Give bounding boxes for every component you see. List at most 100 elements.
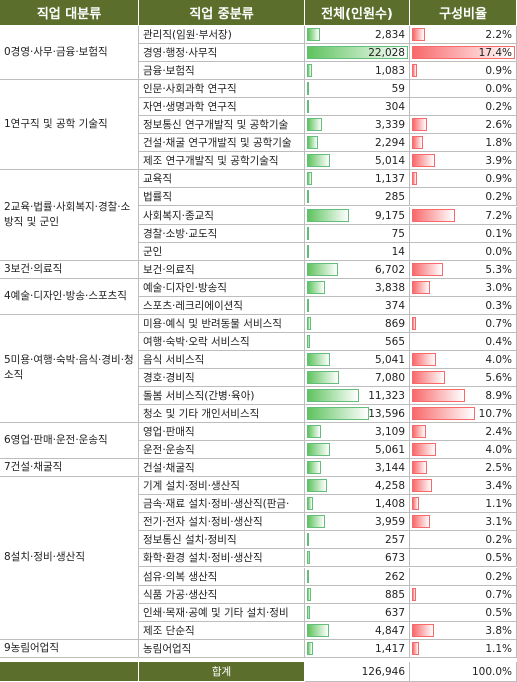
ratio-cell[interactable]: 3.8% bbox=[410, 621, 517, 640]
ratio-cell[interactable]: 0.5% bbox=[410, 549, 517, 568]
count-cell[interactable]: 13,596 bbox=[305, 405, 410, 424]
middle-category-cell[interactable]: 자연·생명과학 연구직 bbox=[139, 98, 305, 117]
count-cell[interactable]: 3,838 bbox=[305, 278, 410, 297]
ratio-cell[interactable]: 10.7% bbox=[410, 405, 517, 424]
major-category-cell[interactable]: 3보건·의료직 bbox=[0, 260, 139, 279]
major-category-cell[interactable]: 6영업·판매·운전·운송직 bbox=[0, 423, 139, 460]
major-category-cell[interactable]: 1연구직 및 공학 기술직 bbox=[0, 80, 139, 171]
count-cell[interactable]: 1,408 bbox=[305, 495, 410, 514]
count-cell[interactable]: 75 bbox=[305, 224, 410, 243]
ratio-cell[interactable]: 4.0% bbox=[410, 350, 517, 369]
middle-category-cell[interactable]: 운전·운송직 bbox=[139, 441, 305, 460]
middle-category-cell[interactable]: 미용·예식 및 반려동물 서비스직 bbox=[139, 314, 305, 333]
ratio-cell[interactable]: 0.0% bbox=[410, 80, 517, 99]
middle-category-cell[interactable]: 청소 및 기타 개인서비스직 bbox=[139, 405, 305, 424]
middle-category-cell[interactable]: 인문·사회과학 연구직 bbox=[139, 80, 305, 99]
middle-category-cell[interactable]: 식품 가공·생산직 bbox=[139, 585, 305, 604]
ratio-cell[interactable]: 0.2% bbox=[410, 567, 517, 586]
ratio-cell[interactable]: 7.2% bbox=[410, 206, 517, 225]
ratio-cell[interactable]: 2.4% bbox=[410, 423, 517, 442]
count-cell[interactable]: 3,339 bbox=[305, 116, 410, 135]
count-cell[interactable]: 1,083 bbox=[305, 62, 410, 81]
middle-category-cell[interactable]: 전기·전자 설치·정비·생산직 bbox=[139, 513, 305, 532]
count-cell[interactable]: 3,144 bbox=[305, 459, 410, 478]
middle-category-cell[interactable]: 법률직 bbox=[139, 188, 305, 207]
count-cell[interactable]: 7,080 bbox=[305, 368, 410, 387]
middle-category-cell[interactable]: 건설·채굴 연구개발직 및 공학기술 bbox=[139, 134, 305, 153]
count-cell[interactable]: 4,258 bbox=[305, 477, 410, 496]
ratio-cell[interactable]: 3.9% bbox=[410, 152, 517, 171]
count-cell[interactable]: 3,109 bbox=[305, 423, 410, 442]
header-middle-category[interactable]: 직업 중분류 bbox=[139, 0, 305, 26]
count-cell[interactable]: 637 bbox=[305, 603, 410, 622]
ratio-cell[interactable]: 3.4% bbox=[410, 477, 517, 496]
major-category-cell[interactable]: 0경영·사무·금융·보험직 bbox=[0, 26, 139, 81]
ratio-cell[interactable]: 5.3% bbox=[410, 260, 517, 279]
middle-category-cell[interactable]: 스포츠·레크리에이션직 bbox=[139, 296, 305, 315]
middle-category-cell[interactable]: 기계 설치·정비·생산직 bbox=[139, 477, 305, 496]
ratio-cell[interactable]: 3.0% bbox=[410, 278, 517, 297]
ratio-cell[interactable]: 0.3% bbox=[410, 296, 517, 315]
major-category-cell[interactable]: 9농림어업직 bbox=[0, 639, 139, 658]
middle-category-cell[interactable]: 제조 단순직 bbox=[139, 621, 305, 640]
ratio-cell[interactable]: 0.9% bbox=[410, 62, 517, 81]
major-category-cell[interactable]: 8설치·정비·생산직 bbox=[0, 477, 139, 640]
middle-category-cell[interactable]: 경영·행정·사무직 bbox=[139, 44, 305, 63]
count-cell[interactable]: 3,959 bbox=[305, 513, 410, 532]
ratio-cell[interactable]: 2.5% bbox=[410, 459, 517, 478]
ratio-cell[interactable]: 0.7% bbox=[410, 585, 517, 604]
ratio-cell[interactable]: 17.4% bbox=[410, 44, 517, 63]
middle-category-cell[interactable]: 사회복지·종교직 bbox=[139, 206, 305, 225]
ratio-cell[interactable]: 8.9% bbox=[410, 387, 517, 406]
ratio-cell[interactable]: 4.0% bbox=[410, 441, 517, 460]
count-cell[interactable]: 869 bbox=[305, 314, 410, 333]
count-cell[interactable]: 374 bbox=[305, 296, 410, 315]
ratio-cell[interactable]: 0.2% bbox=[410, 531, 517, 550]
middle-category-cell[interactable]: 건설·채굴직 bbox=[139, 459, 305, 478]
count-cell[interactable]: 257 bbox=[305, 531, 410, 550]
count-cell[interactable]: 14 bbox=[305, 242, 410, 261]
middle-category-cell[interactable]: 화학·환경 설치·정비·생산직 bbox=[139, 549, 305, 568]
middle-category-cell[interactable]: 경찰·소방·교도직 bbox=[139, 224, 305, 243]
middle-category-cell[interactable]: 정보통신 연구개발직 및 공학기술 bbox=[139, 116, 305, 135]
count-cell[interactable]: 885 bbox=[305, 585, 410, 604]
header-ratio[interactable]: 구성비율 bbox=[410, 0, 517, 26]
ratio-cell[interactable]: 0.1% bbox=[410, 224, 517, 243]
ratio-cell[interactable]: 2.2% bbox=[410, 26, 517, 45]
middle-category-cell[interactable]: 돌봄 서비스직(간병·육아) bbox=[139, 387, 305, 406]
middle-category-cell[interactable]: 금속·재료 설치·정비·생산직(판금· bbox=[139, 495, 305, 514]
count-cell[interactable]: 4,847 bbox=[305, 621, 410, 640]
middle-category-cell[interactable]: 교육직 bbox=[139, 170, 305, 189]
middle-category-cell[interactable]: 금융·보험직 bbox=[139, 62, 305, 81]
count-cell[interactable]: 9,175 bbox=[305, 206, 410, 225]
ratio-cell[interactable]: 1.1% bbox=[410, 639, 517, 658]
middle-category-cell[interactable]: 정보통신 설치·정비직 bbox=[139, 531, 305, 550]
middle-category-cell[interactable]: 경호·경비직 bbox=[139, 368, 305, 387]
middle-category-cell[interactable]: 군인 bbox=[139, 242, 305, 261]
header-count[interactable]: 전체(인원수) bbox=[305, 0, 410, 26]
count-cell[interactable]: 262 bbox=[305, 567, 410, 586]
count-cell[interactable]: 673 bbox=[305, 549, 410, 568]
ratio-cell[interactable]: 0.0% bbox=[410, 242, 517, 261]
middle-category-cell[interactable]: 농림어업직 bbox=[139, 639, 305, 658]
major-category-cell[interactable]: 5미용·여행·숙박·음식·경비·청소직 bbox=[0, 314, 139, 424]
middle-category-cell[interactable]: 보건·의료직 bbox=[139, 260, 305, 279]
count-cell[interactable]: 11,323 bbox=[305, 387, 410, 406]
count-cell[interactable]: 2,294 bbox=[305, 134, 410, 153]
ratio-cell[interactable]: 0.2% bbox=[410, 98, 517, 117]
count-cell[interactable]: 6,702 bbox=[305, 260, 410, 279]
middle-category-cell[interactable]: 섬유·의복 생산직 bbox=[139, 567, 305, 586]
count-cell[interactable]: 59 bbox=[305, 80, 410, 99]
ratio-cell[interactable]: 2.6% bbox=[410, 116, 517, 135]
count-cell[interactable]: 22,028 bbox=[305, 44, 410, 63]
ratio-cell[interactable]: 0.2% bbox=[410, 188, 517, 207]
middle-category-cell[interactable]: 음식 서비스직 bbox=[139, 350, 305, 369]
ratio-cell[interactable]: 0.5% bbox=[410, 603, 517, 622]
count-cell[interactable]: 5,041 bbox=[305, 350, 410, 369]
count-cell[interactable]: 5,014 bbox=[305, 152, 410, 171]
middle-category-cell[interactable]: 예술·디자인·방송직 bbox=[139, 278, 305, 297]
middle-category-cell[interactable]: 인쇄·목재·공예 및 기타 설치·정비 bbox=[139, 603, 305, 622]
ratio-cell[interactable]: 0.9% bbox=[410, 170, 517, 189]
middle-category-cell[interactable]: 관리직(임원·부서장) bbox=[139, 26, 305, 45]
ratio-cell[interactable]: 5.6% bbox=[410, 368, 517, 387]
